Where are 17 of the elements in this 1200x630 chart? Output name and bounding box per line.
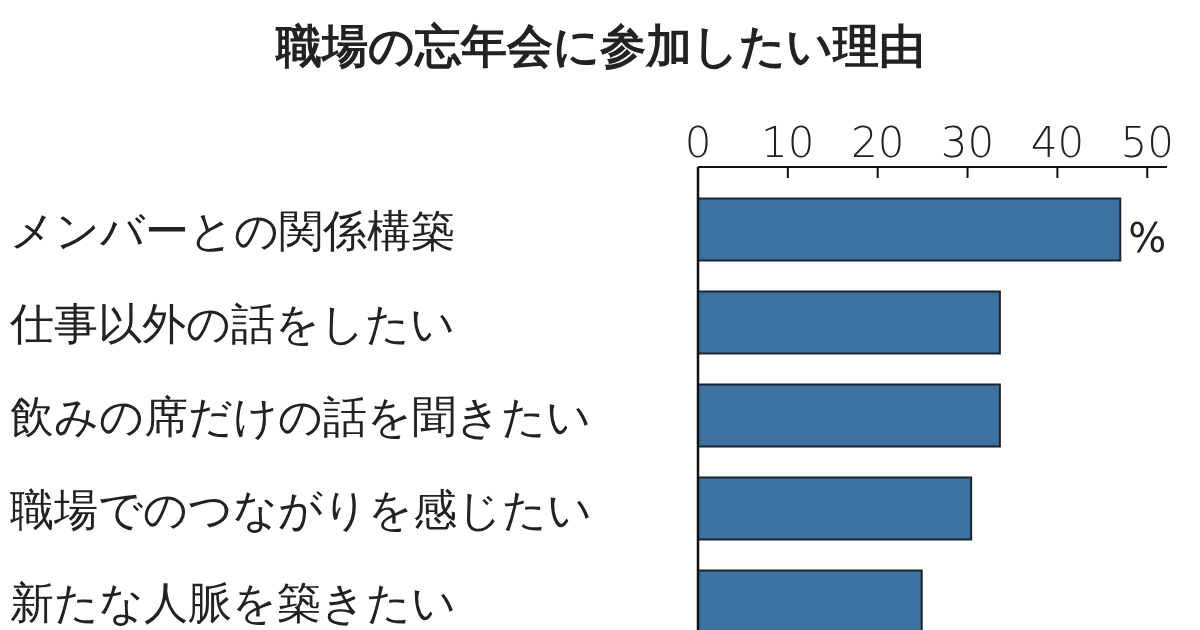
x-tick-label: 0 (684, 118, 712, 167)
chart-title: 職場の忘年会に参加したい理由 (273, 19, 925, 73)
bar (697, 383, 1001, 448)
bar (697, 197, 1122, 262)
x-tick-label: 30 (940, 118, 995, 167)
y-tick-label: メンバーとの関係構築 (10, 204, 455, 256)
annotation: % (1128, 214, 1167, 261)
x-tick-label: 20 (850, 118, 905, 167)
y-tick-label: 職場でのつながりを感じたい (10, 483, 592, 535)
x-tick-label: 50 (1120, 118, 1174, 167)
y-tick-label: 飲みの席だけの話を聞きたい (10, 390, 591, 442)
y-tick-label: 仕事以外の話をしたい (9, 297, 455, 349)
x-tick-label: 40 (1030, 118, 1085, 167)
x-tick-label: 10 (761, 118, 815, 167)
y-tick-label: 新たな人脈を築きたい (10, 576, 456, 628)
bar (697, 476, 973, 541)
bar (697, 290, 1001, 355)
